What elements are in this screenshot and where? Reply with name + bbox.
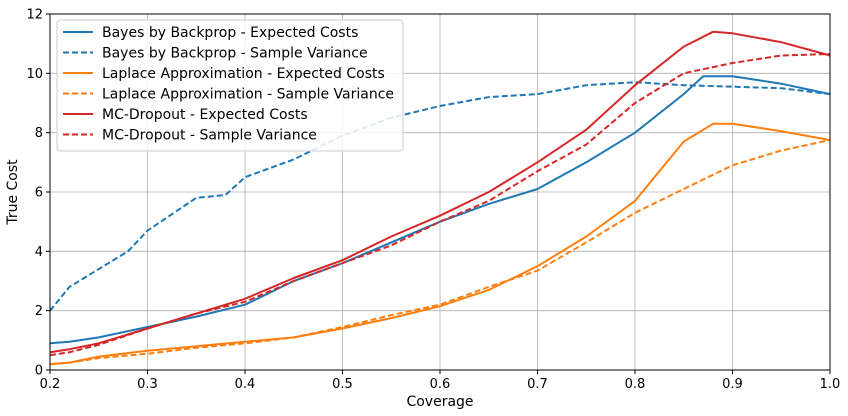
y-tick-label: 8 xyxy=(35,126,43,141)
x-tick-label: 0.2 xyxy=(40,377,61,392)
series-line-2 xyxy=(49,122,831,366)
legend-label-3: Laplace Approximation - Sample Variance xyxy=(102,87,394,103)
y-tick-label: 6 xyxy=(35,186,43,201)
legend: Bayes by Backprop - Expected Costs Bayes … xyxy=(56,19,404,152)
y-tick-label: 10 xyxy=(26,67,43,82)
x-tick-label: 0.5 xyxy=(332,377,353,392)
x-axis-label: Coverage xyxy=(406,394,473,410)
series-line-0 xyxy=(49,75,831,345)
x-tick-label: 0.4 xyxy=(235,377,256,392)
axis-ticks: 0.2 0.3 0.4 0.5 0.6 0.7 0.8 0.9 1.0 0 2 4 6 8 10 12 xyxy=(26,8,840,393)
y-tick-label: 12 xyxy=(26,8,43,23)
y-tick-label: 4 xyxy=(35,245,43,260)
series-line-3 xyxy=(49,139,831,366)
legend-label-2: Laplace Approximation - Expected Costs xyxy=(102,66,385,82)
x-tick-label: 0.9 xyxy=(722,377,743,392)
series-line-5 xyxy=(49,53,831,357)
x-tick-label: 0.7 xyxy=(527,377,548,392)
legend-label-5: MC-Dropout - Sample Variance xyxy=(102,128,317,144)
y-tick-label: 0 xyxy=(35,364,43,379)
legend-box xyxy=(56,19,404,152)
x-tick-label: 0.3 xyxy=(137,377,158,392)
y-tick-label: 2 xyxy=(35,304,43,319)
x-tick-label: 0.8 xyxy=(625,377,646,392)
y-axis-label: True Cost xyxy=(5,159,21,226)
legend-label-1: Bayes by Backprop - Sample Variance xyxy=(102,46,368,62)
legend-label-4: MC-Dropout - Expected Costs xyxy=(102,107,308,123)
legend-label-0: Bayes by Backprop - Expected Costs xyxy=(102,25,358,41)
x-tick-label: 0.6 xyxy=(430,377,451,392)
x-tick-label: 1.0 xyxy=(820,377,841,392)
